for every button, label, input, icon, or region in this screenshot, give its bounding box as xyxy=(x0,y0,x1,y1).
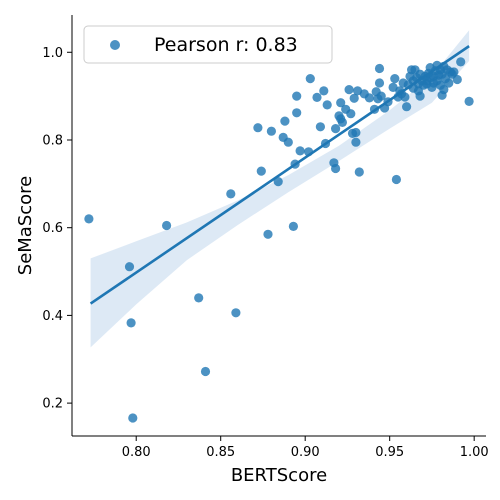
data-point xyxy=(376,91,386,101)
data-point xyxy=(374,78,385,88)
x-axis-label: BERTScore xyxy=(231,465,327,486)
x-tick-label: 0.90 xyxy=(291,445,320,460)
data-point xyxy=(349,93,359,103)
x-tick-label: 0.95 xyxy=(375,445,404,460)
data-point xyxy=(194,293,204,303)
data-point xyxy=(263,229,273,239)
data-point xyxy=(351,127,361,138)
data-point xyxy=(315,122,325,132)
data-point xyxy=(273,177,283,187)
data-point xyxy=(464,96,474,106)
data-point xyxy=(256,166,266,176)
data-point xyxy=(351,137,361,147)
data-point xyxy=(162,220,172,231)
data-point xyxy=(337,117,347,127)
data-point xyxy=(200,366,211,377)
y-tick-label: 0.4 xyxy=(42,309,63,324)
data-point xyxy=(322,100,332,110)
data-point xyxy=(231,308,241,318)
x-tick-label: 0.85 xyxy=(206,445,235,460)
legend: Pearson r: 0.83 xyxy=(83,25,333,64)
data-point xyxy=(128,413,138,423)
data-point xyxy=(292,91,302,101)
data-point xyxy=(319,86,329,96)
y-tick-label: 0.8 xyxy=(42,133,63,148)
y-tick-label: 0.2 xyxy=(42,397,63,412)
legend-marker xyxy=(110,40,120,50)
data-point xyxy=(402,102,412,112)
data-point xyxy=(400,92,410,102)
x-tick-label: 0.80 xyxy=(122,445,151,460)
data-point xyxy=(288,221,298,231)
data-point xyxy=(437,90,447,100)
legend-box xyxy=(83,25,333,64)
data-point xyxy=(354,167,364,177)
data-point xyxy=(312,92,322,102)
y-tick-label: 0.6 xyxy=(42,221,63,236)
data-point xyxy=(331,124,341,134)
y-tick-label: 1.0 xyxy=(42,46,63,61)
data-point xyxy=(344,85,354,95)
data-point xyxy=(283,137,293,147)
x-tick-label: 1.00 xyxy=(460,445,489,460)
data-point xyxy=(390,74,400,84)
data-point xyxy=(374,63,385,74)
data-point xyxy=(364,93,374,103)
y-ticks: 0.2 0.4 0.6 0.8 1.0 xyxy=(42,46,72,412)
data-point xyxy=(280,116,290,126)
data-point xyxy=(452,74,462,85)
y-axis-label: SeMaScore xyxy=(15,176,36,275)
regression-line xyxy=(89,45,470,305)
data-point xyxy=(226,189,236,199)
data-point xyxy=(336,98,346,108)
x-ticks: 0.80 0.85 0.90 0.95 1.00 xyxy=(122,436,489,460)
data-point xyxy=(253,123,263,133)
data-point xyxy=(266,126,276,136)
data-point xyxy=(346,109,356,119)
data-point xyxy=(292,108,302,118)
data-point xyxy=(84,214,94,224)
legend-label: Pearson r: 0.83 xyxy=(154,34,298,56)
data-point xyxy=(295,146,305,156)
data-point xyxy=(126,318,136,328)
data-point xyxy=(449,67,459,77)
data-point xyxy=(444,78,454,88)
data-point xyxy=(331,163,341,174)
data-point xyxy=(456,57,466,67)
data-point xyxy=(305,74,315,84)
data-point xyxy=(124,262,135,272)
data-point xyxy=(391,174,401,185)
confidence-band xyxy=(90,30,470,348)
data-point xyxy=(415,91,425,101)
